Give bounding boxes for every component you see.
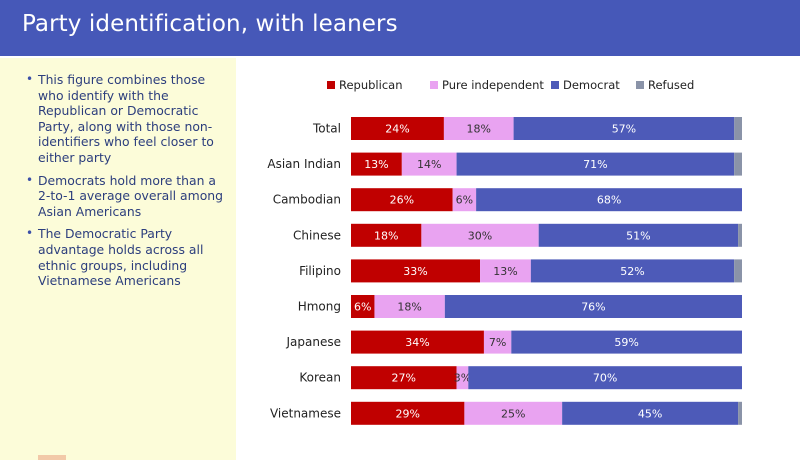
data-label-pure-independent: 3% xyxy=(454,372,471,385)
category-label: Filipino xyxy=(299,264,341,278)
bar-segment-pure-independent xyxy=(452,188,477,212)
slide-title: Party identification, with leaners xyxy=(22,11,398,37)
data-label-pure-independent: 18% xyxy=(467,123,491,136)
bullet-item: • Democrats hold more than a 2-to-1 avera… xyxy=(26,173,226,220)
legend-swatch-pure-independent xyxy=(430,81,438,89)
bar-segment-republican xyxy=(351,330,484,354)
bar-segment-republican xyxy=(351,295,375,318)
data-label-republican: 26% xyxy=(390,194,414,207)
category-label: Total xyxy=(312,122,341,136)
data-label-republican: 27% xyxy=(392,372,416,385)
data-label-pure-independent: 25% xyxy=(501,407,525,420)
legend-label-democrat: Democrat xyxy=(563,78,620,92)
category-label: Chinese xyxy=(293,228,341,242)
bullet-list: • This figure combines those who identify… xyxy=(26,72,226,296)
bullet-item: • This figure combines those who identify… xyxy=(26,72,226,166)
bar-segment-democrat xyxy=(538,223,739,247)
legend-swatch-democrat xyxy=(551,81,559,89)
bullet-icon: • xyxy=(26,72,34,86)
category-label: Japanese xyxy=(286,335,342,349)
data-label-democrat: 52% xyxy=(620,265,644,278)
data-label-democrat: 70% xyxy=(593,372,617,385)
bar-segment-pure-independent xyxy=(464,401,563,425)
data-label-republican: 29% xyxy=(395,407,419,420)
bullet-icon: • xyxy=(26,226,34,241)
data-label-pure-independent: 13% xyxy=(493,265,517,278)
bullet-text: This figure combines those who identify … xyxy=(38,72,214,165)
party-id-chart: Republican Pure independent Democrat Refuse… xyxy=(267,78,742,425)
bar-segment-democrat xyxy=(476,188,742,212)
bar-segment-refused xyxy=(738,223,742,247)
data-label-pure-independent: 14% xyxy=(417,158,441,171)
slide-header: Party identification, with leaners xyxy=(0,0,800,56)
data-label-republican: 33% xyxy=(403,265,427,278)
category-label: Cambodian xyxy=(273,193,341,207)
bar-segment-republican xyxy=(351,188,453,212)
data-label-republican: 34% xyxy=(405,336,429,349)
bar-segment-pure-independent xyxy=(421,223,539,247)
data-label-pure-independent: 6% xyxy=(456,194,473,207)
bar-segment-democrat xyxy=(513,117,735,140)
category-label: Asian Indian xyxy=(267,157,341,171)
data-label-republican: 18% xyxy=(374,229,398,242)
bar-segment-republican xyxy=(351,117,444,140)
bar-segment-democrat xyxy=(456,152,735,176)
bar-segment-republican xyxy=(351,259,481,283)
bullet-text: The Democratic Party advantage holds acr… xyxy=(38,226,204,289)
decorative-mark xyxy=(38,455,66,460)
bar-segment-refused xyxy=(734,259,742,283)
data-label-republican: 13% xyxy=(364,158,388,171)
bar-segment-democrat xyxy=(530,259,735,283)
data-label-republican: 24% xyxy=(385,123,409,136)
bar-segment-pure-independent xyxy=(456,366,469,390)
bullet-icon: • xyxy=(26,172,34,187)
bullet-text: Democrats hold more than a 2-to-1 averag… xyxy=(38,172,223,219)
bar-segment-pure-independent xyxy=(401,152,457,176)
bar-segment-pure-independent xyxy=(483,330,512,354)
category-label: Vietnamese xyxy=(270,406,341,420)
legend-label-refused: Refused xyxy=(648,78,694,92)
bar-segment-democrat xyxy=(562,401,739,425)
bar-segment-pure-independent xyxy=(443,117,514,140)
bar-segment-refused xyxy=(738,401,742,425)
data-label-democrat: 59% xyxy=(614,336,638,349)
notes-sidebar xyxy=(0,58,236,460)
bar-segment-democrat xyxy=(468,366,742,390)
legend-label-republican: Republican xyxy=(339,78,403,92)
bar-segment-democrat xyxy=(511,330,742,354)
bar-segment-republican xyxy=(351,223,422,247)
bullet-item: • The Democratic Party advantage holds ac… xyxy=(26,226,226,288)
bar-segment-pure-independent xyxy=(480,259,531,283)
data-label-republican: 6% xyxy=(354,301,371,314)
bar-segment-republican xyxy=(351,401,465,425)
bar-segment-refused xyxy=(734,152,742,176)
data-label-democrat: 76% xyxy=(581,301,605,314)
data-label-democrat: 57% xyxy=(612,123,636,136)
bar-segment-republican xyxy=(351,152,402,176)
legend-swatch-republican xyxy=(327,81,335,89)
bar-segment-pure-independent xyxy=(374,295,445,318)
category-label: Hmong xyxy=(298,300,341,314)
bar-segment-republican xyxy=(351,366,457,390)
legend-swatch-refused xyxy=(636,81,644,89)
data-label-democrat: 45% xyxy=(638,407,662,420)
category-label: Korean xyxy=(299,371,341,385)
data-label-democrat: 71% xyxy=(583,158,607,171)
data-label-democrat: 68% xyxy=(597,194,621,207)
data-label-pure-independent: 18% xyxy=(397,301,421,314)
data-label-pure-independent: 30% xyxy=(468,229,492,242)
legend-label-pure-independent: Pure independent xyxy=(442,78,544,92)
bar-segment-refused xyxy=(734,117,742,140)
bar-segment-democrat xyxy=(444,295,742,318)
data-label-pure-independent: 7% xyxy=(489,336,506,349)
data-label-democrat: 51% xyxy=(626,229,650,242)
